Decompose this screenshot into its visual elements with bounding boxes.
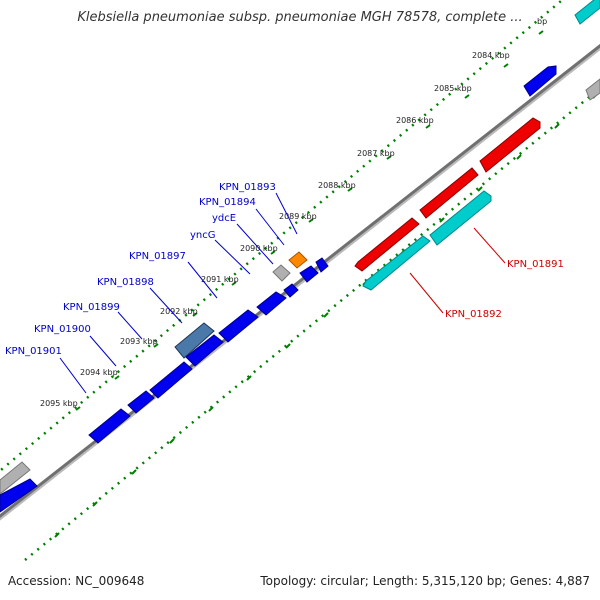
gene-forward-c[interactable] <box>185 334 224 367</box>
gene-reverse-teal-1[interactable] <box>429 190 492 246</box>
gene-label-KPN_01893: KPN_01893 <box>219 182 276 193</box>
tick-label: 2088 kbp <box>318 181 356 190</box>
gene-label-KPN_01899: KPN_01899 <box>63 302 120 313</box>
accession-text: Accession: NC_009648 <box>8 574 145 588</box>
gene-reverse-red-2[interactable] <box>419 167 479 219</box>
tick-label-bp: bp <box>537 17 547 26</box>
tick-label: 2091 kbp <box>201 275 239 284</box>
tick-track-lower <box>24 86 600 561</box>
genome-title: Klebsiella pneumoniae subsp. pneumoniae … <box>77 10 523 25</box>
gene-grey-right[interactable] <box>585 78 600 101</box>
tick-track-upper <box>0 0 565 473</box>
gene-forward-d[interactable] <box>149 361 193 399</box>
gene-label-KPN_01898: KPN_01898 <box>97 277 154 288</box>
tick-label: 2092 kbp <box>160 307 198 316</box>
tick-label: 2089 kbp <box>279 212 317 221</box>
tick-label: 2087 kbp <box>357 149 395 158</box>
gene-label-yncG: yncG <box>190 230 216 241</box>
gene-label-KPN_01892: KPN_01892 <box>445 309 502 320</box>
gene-label-KPN_01894: KPN_01894 <box>199 197 256 208</box>
gene-reverse-teal-2[interactable] <box>362 235 431 291</box>
gene-small-forward-2[interactable] <box>299 265 319 283</box>
tick-label: 2093 kbp <box>120 337 158 346</box>
tick-label: 2086 kbp <box>396 116 434 125</box>
gene-labels-left: KPN_01893 KPN_01894 ydcE yncG KPN_01897 … <box>5 182 276 357</box>
genome-summary: Topology: circular; Length: 5,315,120 bp… <box>260 574 590 588</box>
gene-forward-f[interactable] <box>88 408 131 444</box>
gene-label-KPN_01901: KPN_01901 <box>5 346 62 357</box>
gene-label-KPN_01891: KPN_01891 <box>507 259 564 270</box>
tick-label: 2094 kbp <box>80 368 118 377</box>
tick-label: 2095 kbp <box>40 399 78 408</box>
gene-leaders-left <box>59 192 298 394</box>
gene-forward-left[interactable] <box>0 478 38 513</box>
gene-forward-b[interactable] <box>218 309 259 343</box>
gene-small-forward-1[interactable] <box>315 257 329 273</box>
gene-label-ydcE: ydcE <box>212 213 236 224</box>
gene-labels-right: KPN_01891 KPN_01892 <box>445 259 564 320</box>
gene-teal-cut[interactable] <box>574 0 600 25</box>
gene-reverse-red-3[interactable] <box>354 217 420 272</box>
major-ticks-upper <box>75 30 544 411</box>
gene-forward-top[interactable] <box>523 65 557 97</box>
gene-steel[interactable] <box>174 322 215 359</box>
gene-orange[interactable] <box>288 251 308 269</box>
gene-grey-small[interactable] <box>272 264 291 282</box>
gene-forward-a[interactable] <box>256 291 287 316</box>
gene-leaders-right <box>409 227 506 314</box>
gene-label-KPN_01900: KPN_01900 <box>34 324 91 335</box>
gene-label-KPN_01897: KPN_01897 <box>129 251 186 262</box>
gene-grey-left[interactable] <box>0 461 31 495</box>
gene-small-forward-3[interactable] <box>283 283 299 298</box>
gene-reverse-red-1[interactable] <box>479 117 541 173</box>
major-ticks-lower <box>54 93 598 538</box>
gene-forward-e[interactable] <box>127 390 155 414</box>
tick-label: 2085 kbp <box>434 84 472 93</box>
tick-label: 2084 kbp <box>472 51 510 60</box>
